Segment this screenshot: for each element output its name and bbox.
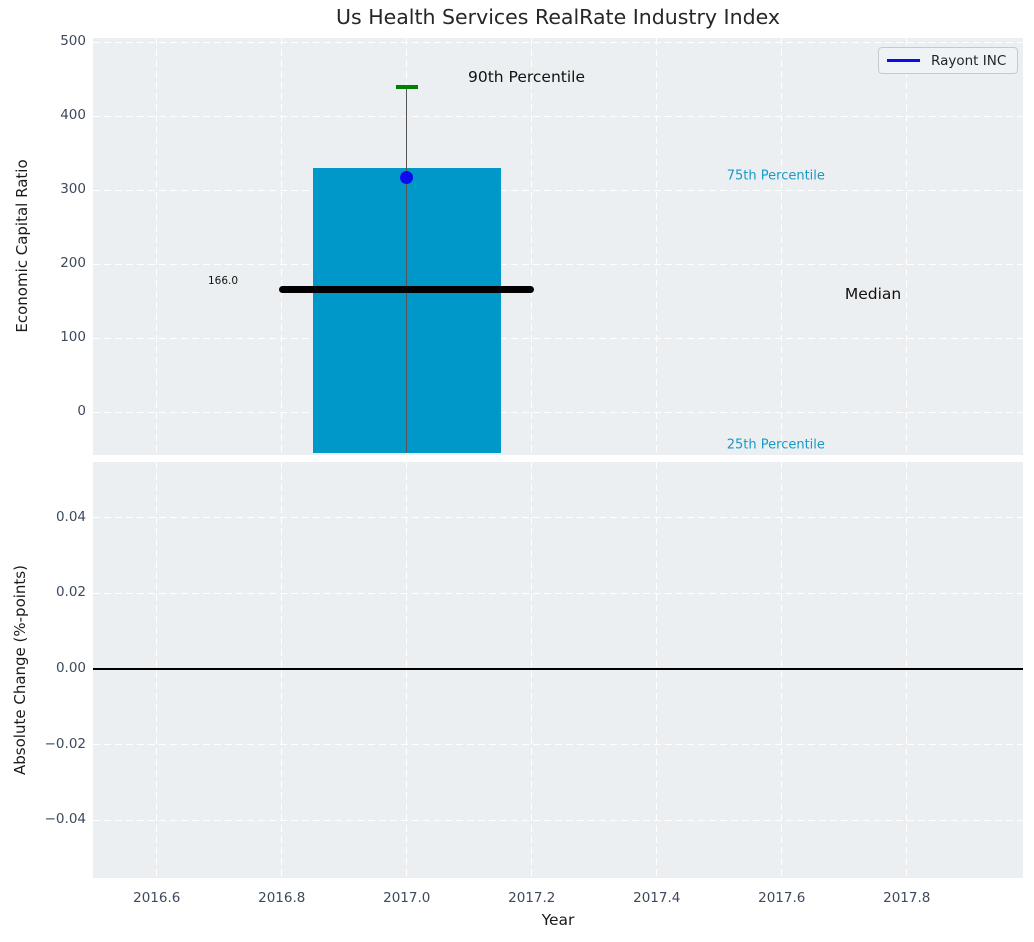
gridline-vertical: [156, 462, 158, 878]
gridline-horizontal: [93, 517, 1023, 519]
y-tick-label: −0.04: [44, 811, 86, 828]
axes-background: [93, 462, 1023, 878]
annotation: 166.0: [208, 275, 239, 288]
axes-background: [93, 38, 1023, 455]
gridline-vertical: [531, 38, 533, 455]
gridline-horizontal: [93, 411, 1023, 413]
median-line: [279, 285, 535, 293]
annotation: Median: [844, 284, 902, 303]
y-tick-label: 500: [60, 33, 86, 50]
annotation: 75th Percentile: [726, 168, 825, 184]
x-tick-label: 2017.2: [508, 890, 556, 906]
y-tick-label: −0.02: [44, 735, 86, 752]
gridline-vertical: [281, 38, 283, 455]
y-tick-label: 0.02: [55, 584, 86, 601]
x-tick-label: 2016.8: [258, 890, 306, 906]
gridline-vertical: [156, 38, 158, 455]
legend-line-swatch: [887, 59, 920, 62]
gridline-vertical: [281, 462, 283, 878]
company-marker-dot: [400, 170, 414, 184]
gridline-vertical: [906, 462, 908, 878]
gridline-horizontal: [93, 263, 1023, 265]
x-tick-label: 2017.0: [383, 890, 431, 906]
y-tick-label: 0.04: [55, 508, 86, 525]
gridline-vertical: [656, 38, 658, 455]
legend-label: Rayont INC: [931, 52, 1007, 69]
gridline-vertical: [531, 462, 533, 878]
y-tick-label: 400: [60, 107, 86, 124]
gridline-vertical: [656, 462, 658, 878]
gridline-horizontal: [93, 337, 1023, 339]
gridline-vertical: [406, 462, 408, 878]
annotation: 90th Percentile: [468, 68, 586, 87]
top-y-axis-label: Economic Capital Ratio: [13, 159, 31, 333]
y-tick-label: 0: [77, 403, 86, 420]
bottom-y-axis-label: Absolute Change (%-points): [11, 565, 29, 775]
gridline-horizontal: [93, 115, 1023, 117]
legend: Rayont INC: [878, 47, 1018, 74]
gridline-horizontal: [93, 41, 1023, 44]
gridline-vertical: [781, 462, 783, 878]
chart-title: Us Health Services RealRate Industry Ind…: [336, 5, 780, 29]
gridline-horizontal: [93, 189, 1023, 191]
y-tick-label: 0.00: [55, 660, 86, 677]
annotation: 25th Percentile: [726, 437, 825, 453]
x-tick-label: 2017.6: [758, 890, 806, 906]
gridline-horizontal: [93, 819, 1023, 822]
gridline-horizontal: [93, 744, 1023, 746]
percentile-90-cap: [395, 84, 418, 89]
gridline-vertical: [906, 38, 908, 455]
x-axis-label: Year: [541, 911, 575, 929]
zero-line: [93, 668, 1023, 670]
y-tick-label: 200: [60, 255, 86, 272]
gridline-horizontal: [93, 592, 1023, 594]
gridline-vertical: [781, 38, 783, 455]
y-tick-label: 300: [60, 181, 86, 198]
y-tick-label: 100: [60, 329, 86, 346]
x-tick-label: 2017.8: [883, 890, 931, 906]
x-tick-label: 2016.6: [133, 890, 181, 906]
x-tick-label: 2017.4: [633, 890, 681, 906]
whisker-line: [406, 86, 408, 453]
